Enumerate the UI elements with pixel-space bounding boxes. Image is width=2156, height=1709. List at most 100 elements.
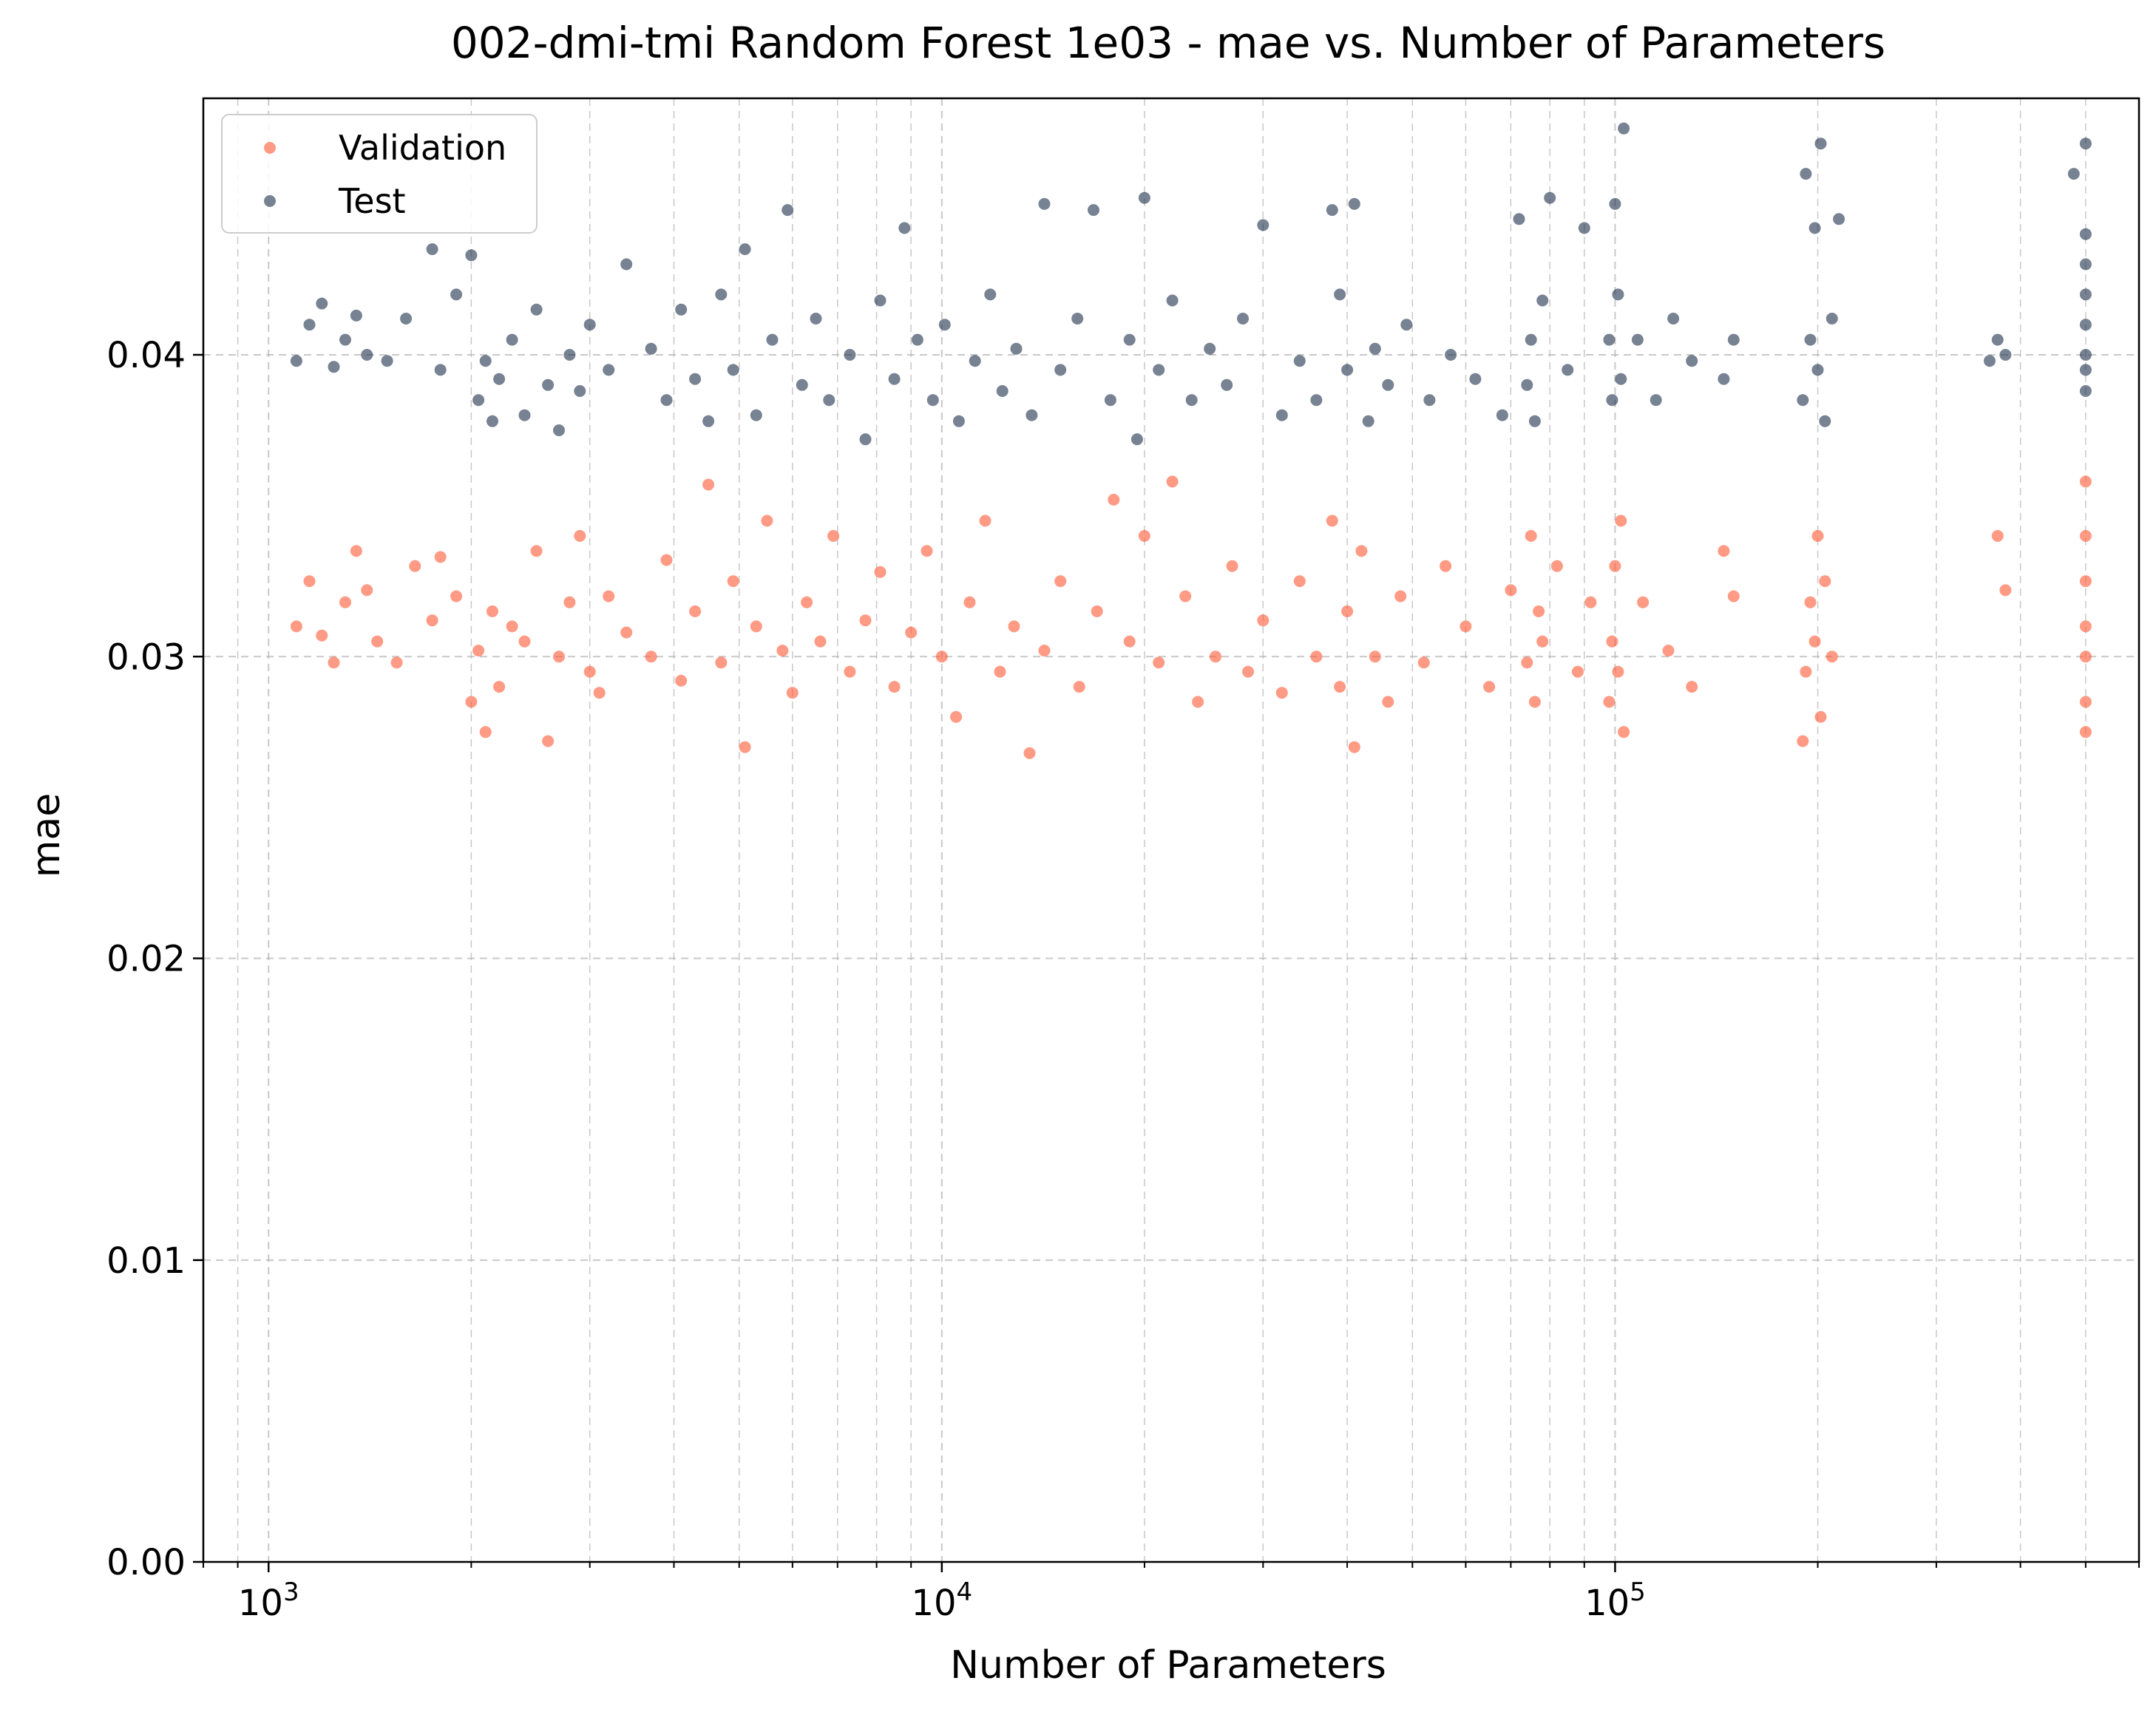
test-point [1496, 409, 1508, 421]
axes: 0.00 0.01 0.02 0.03 0.04 103 104 105 [106, 97, 2140, 1624]
test-point [1348, 197, 1360, 210]
test-point [859, 433, 872, 446]
test-point [1686, 355, 1698, 367]
validation-point [859, 614, 872, 627]
test-point [874, 294, 887, 307]
test-point [766, 333, 779, 346]
validation-point [1440, 560, 1452, 572]
test-point [400, 313, 413, 325]
validation-point [1505, 584, 1517, 597]
validation-point [1123, 635, 1136, 648]
test-point [911, 333, 923, 346]
test-point [1999, 349, 2012, 361]
validation-point [583, 665, 596, 678]
test-point [1088, 204, 1099, 217]
test-point [1130, 433, 1143, 446]
validation-point [1814, 710, 1827, 723]
validation-point [1108, 494, 1120, 506]
test-point [1400, 319, 1413, 331]
validation-point [1293, 575, 1306, 588]
validation-point [1718, 545, 1730, 557]
validation-point [1999, 584, 2012, 597]
test-point [1104, 394, 1116, 407]
validation-point [1210, 650, 1221, 663]
test-point [434, 364, 447, 376]
x-tick-label: 104 [911, 1577, 972, 1624]
validation-point [1008, 620, 1020, 633]
validation-point [1369, 650, 1381, 663]
validation-point [1192, 696, 1204, 708]
validation-point [950, 710, 963, 723]
validation-point [660, 554, 673, 566]
validation-point [472, 645, 485, 657]
validation-point [479, 726, 492, 738]
validation-point [874, 565, 887, 578]
validation-point [506, 620, 518, 633]
legend-marker-validation [264, 142, 276, 154]
validation-point [1138, 530, 1150, 542]
validation-point [1609, 560, 1621, 572]
test-point [1808, 222, 1821, 234]
test-point [1275, 409, 1288, 421]
test-point [1800, 168, 1812, 180]
test-point [1603, 333, 1616, 346]
validation-point [702, 478, 715, 491]
validation-point [371, 635, 384, 648]
test-point [1326, 204, 1338, 217]
validation-point [487, 605, 498, 617]
validation-point [1310, 650, 1323, 663]
validation-point [1637, 596, 1650, 608]
validation-point [727, 575, 739, 588]
test-point [1341, 364, 1354, 376]
test-point [844, 349, 856, 361]
y-tick-label: 0.02 [106, 939, 186, 980]
y-tick-label: 0.01 [106, 1240, 186, 1282]
test-point [1667, 313, 1680, 325]
test-point [2079, 137, 2092, 150]
test-point [898, 222, 911, 234]
series-validation [290, 475, 2092, 759]
test-point [810, 313, 822, 325]
x-tick-label: 103 [238, 1577, 299, 1624]
validation-point [361, 584, 373, 597]
test-point [1153, 364, 1165, 376]
test-point [1826, 313, 1838, 325]
test-point [727, 364, 739, 376]
test-point [1293, 355, 1306, 367]
validation-point [1483, 681, 1496, 693]
test-point [1237, 313, 1249, 325]
test-point [2079, 385, 2092, 397]
validation-point [715, 656, 728, 669]
test-point [1123, 333, 1136, 346]
test-point [1525, 333, 1537, 346]
test-point [1445, 349, 1457, 361]
test-point [426, 243, 438, 256]
test-point [796, 378, 808, 391]
test-point [1615, 373, 1627, 385]
test-point [1054, 364, 1067, 376]
legend: Validation Test [221, 114, 538, 234]
validation-point [465, 696, 478, 708]
validation-point [645, 650, 657, 663]
validation-point [1334, 681, 1346, 693]
validation-point [409, 560, 421, 572]
test-point [689, 373, 702, 385]
validation-point [1819, 575, 1831, 588]
validation-point [1612, 665, 1624, 678]
validation-point [493, 681, 506, 693]
test-point [350, 309, 362, 322]
validation-point [814, 635, 827, 648]
test-point [465, 249, 478, 262]
validation-point [689, 605, 702, 617]
validation-point [1662, 645, 1675, 657]
validation-point [1242, 665, 1254, 678]
test-point [1819, 415, 1831, 427]
validation-point [1179, 590, 1192, 602]
legend-box [221, 114, 538, 234]
test-point [1026, 409, 1038, 421]
validation-point [1054, 575, 1067, 588]
validation-point [905, 626, 918, 639]
validation-point [1528, 696, 1541, 708]
series-test [290, 122, 2092, 446]
test-point [1804, 333, 1817, 346]
